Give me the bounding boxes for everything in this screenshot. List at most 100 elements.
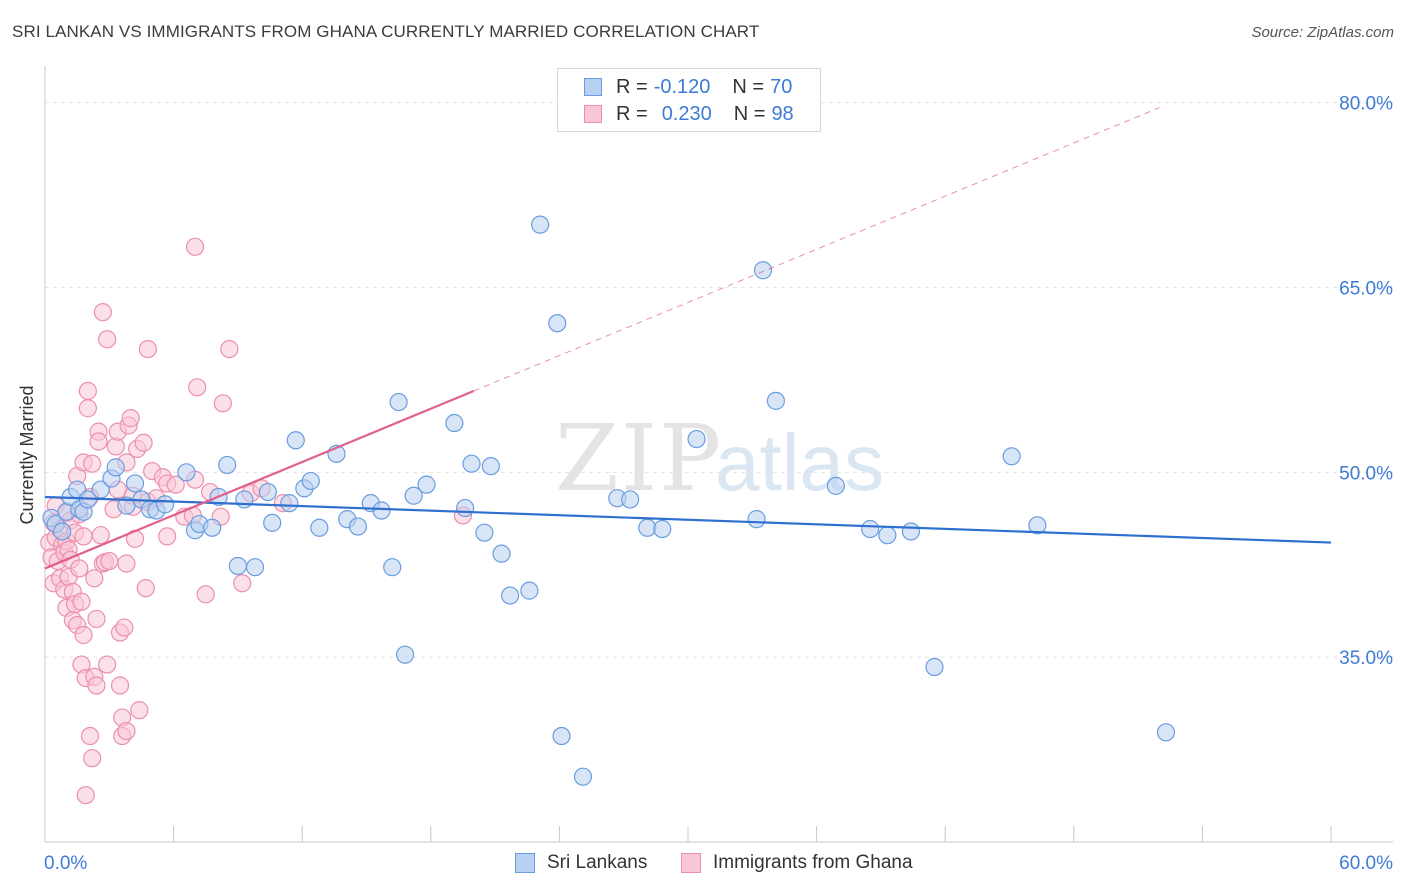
data-point xyxy=(235,490,254,509)
x-tick-label: 60.0% xyxy=(1339,853,1393,874)
data-point xyxy=(263,513,282,532)
data-point xyxy=(91,526,110,545)
data-point xyxy=(213,394,232,413)
data-point xyxy=(125,474,145,493)
data-point xyxy=(383,558,402,577)
data-point xyxy=(766,391,785,410)
data-point xyxy=(121,409,140,428)
watermark-zip: ZIP xyxy=(555,405,723,512)
data-point xyxy=(445,413,464,433)
trend-line-ghana-extension xyxy=(473,107,1160,392)
data-point xyxy=(258,482,278,502)
data-point xyxy=(1156,723,1176,742)
data-point xyxy=(395,645,415,664)
data-point xyxy=(89,432,108,451)
data-point xyxy=(878,526,897,545)
legend-swatch-pink xyxy=(681,853,701,873)
data-point xyxy=(653,519,672,539)
data-point xyxy=(228,556,247,576)
data-point xyxy=(280,494,299,513)
data-point xyxy=(310,518,329,537)
data-point xyxy=(83,454,102,473)
data-point xyxy=(196,585,215,604)
legend-swatch-blue xyxy=(515,853,535,873)
data-point xyxy=(166,475,185,494)
legend-swatch-pink xyxy=(584,105,602,123)
data-point xyxy=(404,486,423,505)
trend-lines xyxy=(44,107,1332,570)
stats-legend-row-pink: R = 0.230 N = 98 xyxy=(584,101,798,127)
data-point xyxy=(185,237,205,256)
data-point xyxy=(100,551,119,571)
data-point xyxy=(747,510,766,529)
n-label: N = xyxy=(732,75,765,98)
data-point xyxy=(1028,516,1047,535)
series-legend: Sri Lankans Immigrants from Ghana xyxy=(0,852,1406,878)
data-point xyxy=(462,454,481,473)
watermark: ZIP atlas xyxy=(555,405,884,512)
y-axis-labels: 35.0% 50.0% 65.0% 80.0% xyxy=(1339,94,1393,670)
y-tick-label: 35.0% xyxy=(1339,648,1393,669)
r-label: R = xyxy=(616,75,648,98)
data-point xyxy=(155,495,175,514)
trend-line-ghana xyxy=(44,389,475,570)
data-point xyxy=(134,433,153,452)
x-axis-labels: 0.0% 60.0% xyxy=(44,853,1393,874)
data-point xyxy=(188,378,207,397)
gridlines xyxy=(45,102,1393,658)
data-point xyxy=(220,339,239,359)
legend-swatch-blue xyxy=(584,78,602,96)
data-point xyxy=(110,676,130,695)
data-point xyxy=(552,726,571,746)
data-point xyxy=(74,527,93,546)
series-pink-points xyxy=(40,237,473,805)
data-point xyxy=(901,522,921,541)
data-point xyxy=(80,726,100,746)
data-point xyxy=(106,458,125,477)
n-label: N = xyxy=(733,102,766,125)
data-point xyxy=(492,544,511,563)
data-point xyxy=(218,455,237,475)
data-point xyxy=(245,558,265,577)
trend-line-sri-lankans xyxy=(44,495,1332,544)
n-value: 70 xyxy=(770,75,793,98)
data-point xyxy=(138,339,157,359)
y-tick-label: 50.0% xyxy=(1339,463,1393,484)
data-point xyxy=(501,586,520,605)
data-point xyxy=(87,676,106,695)
data-point xyxy=(130,701,149,720)
data-point xyxy=(76,786,95,805)
data-point xyxy=(548,314,567,333)
data-point xyxy=(621,490,640,509)
data-point xyxy=(475,523,494,542)
data-point xyxy=(78,381,97,401)
legend-item-ghana[interactable]: Immigrants from Ghana xyxy=(681,852,913,874)
legend-item-sri-lankans[interactable]: Sri Lankans xyxy=(515,852,647,874)
data-point xyxy=(925,657,944,677)
data-point xyxy=(455,498,475,518)
data-point xyxy=(117,554,136,573)
axes xyxy=(44,66,1393,843)
data-point xyxy=(115,618,134,637)
stats-legend-row-blue: R = -0.120 N = 70 xyxy=(584,74,796,100)
data-point xyxy=(72,592,91,611)
legend-label: Immigrants from Ghana xyxy=(713,852,913,873)
data-point xyxy=(136,579,155,598)
n-value: 98 xyxy=(771,102,794,125)
data-point xyxy=(687,429,706,449)
data-point xyxy=(93,303,112,322)
stats-legend: R = -0.120 N = 70 R = 0.230 N = 98 xyxy=(557,68,821,132)
data-point xyxy=(98,655,117,674)
data-point xyxy=(481,457,500,476)
y-tick-label: 65.0% xyxy=(1339,278,1393,299)
data-point xyxy=(87,609,106,629)
data-point xyxy=(177,463,196,482)
x-tick-label: 0.0% xyxy=(44,853,87,874)
r-value: 0.230 xyxy=(661,102,712,125)
data-point xyxy=(53,522,72,541)
series-blue-points xyxy=(42,215,1176,786)
r-label: R = xyxy=(616,102,648,125)
data-point xyxy=(233,574,252,593)
data-point xyxy=(85,569,104,588)
y-axis-title: Currently Married xyxy=(17,385,37,524)
